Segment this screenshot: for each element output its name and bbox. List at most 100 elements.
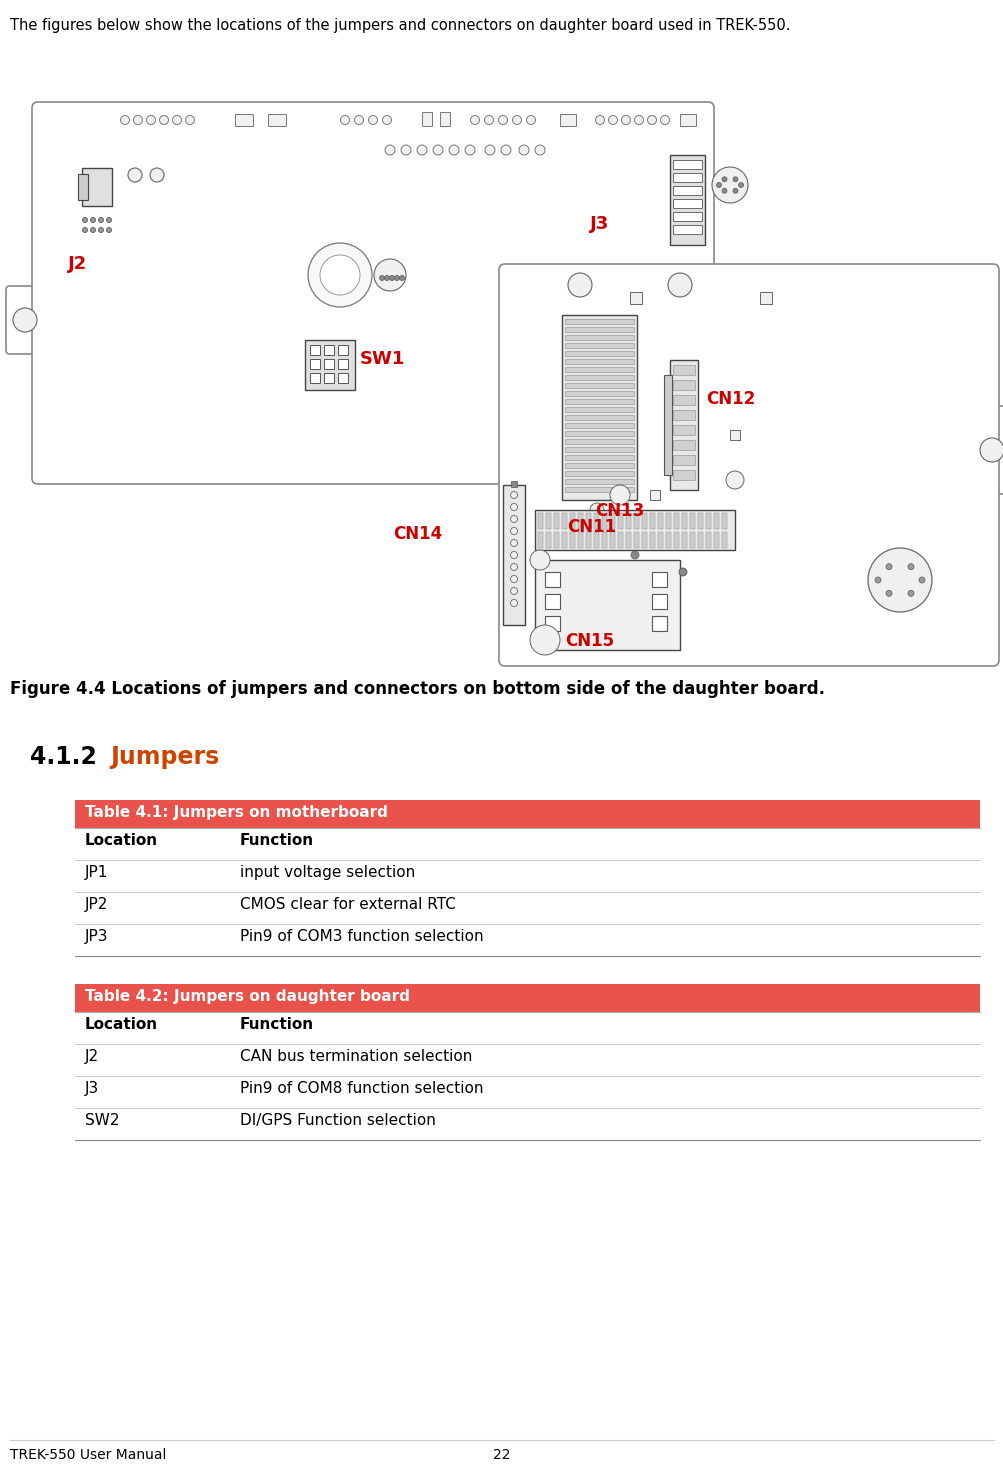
Bar <box>421 111 431 126</box>
Bar <box>560 114 576 126</box>
Bar <box>681 532 686 548</box>
FancyBboxPatch shape <box>498 264 998 667</box>
Bar <box>578 513 583 529</box>
Circle shape <box>510 504 517 510</box>
Bar <box>578 532 583 548</box>
Circle shape <box>711 167 747 204</box>
Circle shape <box>907 564 913 570</box>
Bar <box>565 407 633 412</box>
Circle shape <box>608 116 617 125</box>
Text: DI/GPS Function selection: DI/GPS Function selection <box>240 1113 435 1128</box>
Bar <box>338 359 348 369</box>
Bar <box>669 360 697 489</box>
Circle shape <box>354 116 363 125</box>
Circle shape <box>98 227 103 233</box>
Circle shape <box>885 590 891 596</box>
Bar <box>538 532 543 548</box>
Circle shape <box>500 145 511 155</box>
Text: CN11: CN11 <box>567 519 616 536</box>
Bar <box>602 532 607 548</box>
Circle shape <box>133 116 142 125</box>
Bar <box>545 615 560 631</box>
Circle shape <box>470 116 479 125</box>
Bar <box>546 532 551 548</box>
Bar <box>565 335 633 340</box>
Text: CAN bus termination selection: CAN bus termination selection <box>240 1049 471 1064</box>
Bar <box>538 513 543 529</box>
Bar <box>629 292 641 305</box>
Circle shape <box>82 217 87 223</box>
Bar <box>535 560 679 650</box>
Bar <box>565 463 633 467</box>
Circle shape <box>634 116 643 125</box>
Bar <box>324 359 334 369</box>
Bar <box>672 456 694 464</box>
Circle shape <box>535 145 545 155</box>
Circle shape <box>885 564 891 570</box>
Circle shape <box>340 116 349 125</box>
Circle shape <box>82 227 87 233</box>
Bar <box>665 513 670 529</box>
Circle shape <box>647 116 656 125</box>
Circle shape <box>512 116 521 125</box>
Text: The figures below show the locations of the jumpers and connectors on daughter b: The figures below show the locations of … <box>10 18 789 34</box>
Circle shape <box>725 472 743 489</box>
Bar <box>672 226 701 234</box>
Text: Pin9 of COM3 function selection: Pin9 of COM3 function selection <box>240 929 483 943</box>
Circle shape <box>732 188 737 193</box>
Circle shape <box>394 275 399 280</box>
Circle shape <box>13 308 37 333</box>
Text: CN13: CN13 <box>595 502 644 520</box>
Bar <box>545 593 560 609</box>
Bar <box>713 513 718 529</box>
Bar <box>672 173 701 182</box>
Bar <box>554 532 559 548</box>
Circle shape <box>149 168 163 182</box>
Bar <box>672 379 694 390</box>
Bar <box>697 532 702 548</box>
Circle shape <box>519 145 529 155</box>
Bar <box>78 174 88 201</box>
Bar <box>565 431 633 437</box>
Bar <box>673 532 678 548</box>
Circle shape <box>510 564 517 570</box>
Text: JP3: JP3 <box>85 929 108 943</box>
Bar <box>565 415 633 420</box>
Bar <box>511 481 517 486</box>
Bar <box>649 532 654 548</box>
Circle shape <box>448 145 458 155</box>
Bar <box>641 532 646 548</box>
Bar <box>672 212 701 221</box>
Circle shape <box>374 259 405 292</box>
Bar <box>439 111 449 126</box>
Bar <box>562 532 567 548</box>
Bar <box>305 340 355 390</box>
Bar <box>633 532 638 548</box>
Text: Jumpers: Jumpers <box>110 746 219 769</box>
Bar <box>570 532 575 548</box>
Bar <box>663 375 671 475</box>
Circle shape <box>510 599 517 607</box>
Text: JP2: JP2 <box>85 897 108 913</box>
Bar <box>586 513 591 529</box>
Circle shape <box>399 275 404 280</box>
Bar <box>565 382 633 388</box>
Circle shape <box>379 275 384 280</box>
Circle shape <box>400 145 410 155</box>
Bar <box>324 374 334 382</box>
Circle shape <box>510 576 517 583</box>
Circle shape <box>510 539 517 546</box>
Bar <box>657 513 662 529</box>
Circle shape <box>875 577 880 583</box>
Circle shape <box>106 217 111 223</box>
Bar <box>673 513 678 529</box>
Bar <box>681 513 686 529</box>
Circle shape <box>384 145 394 155</box>
Bar <box>594 513 599 529</box>
Circle shape <box>90 217 95 223</box>
Circle shape <box>308 243 372 308</box>
Bar <box>565 479 633 483</box>
Text: J2: J2 <box>68 255 87 272</box>
Bar <box>641 513 646 529</box>
Circle shape <box>868 548 931 612</box>
